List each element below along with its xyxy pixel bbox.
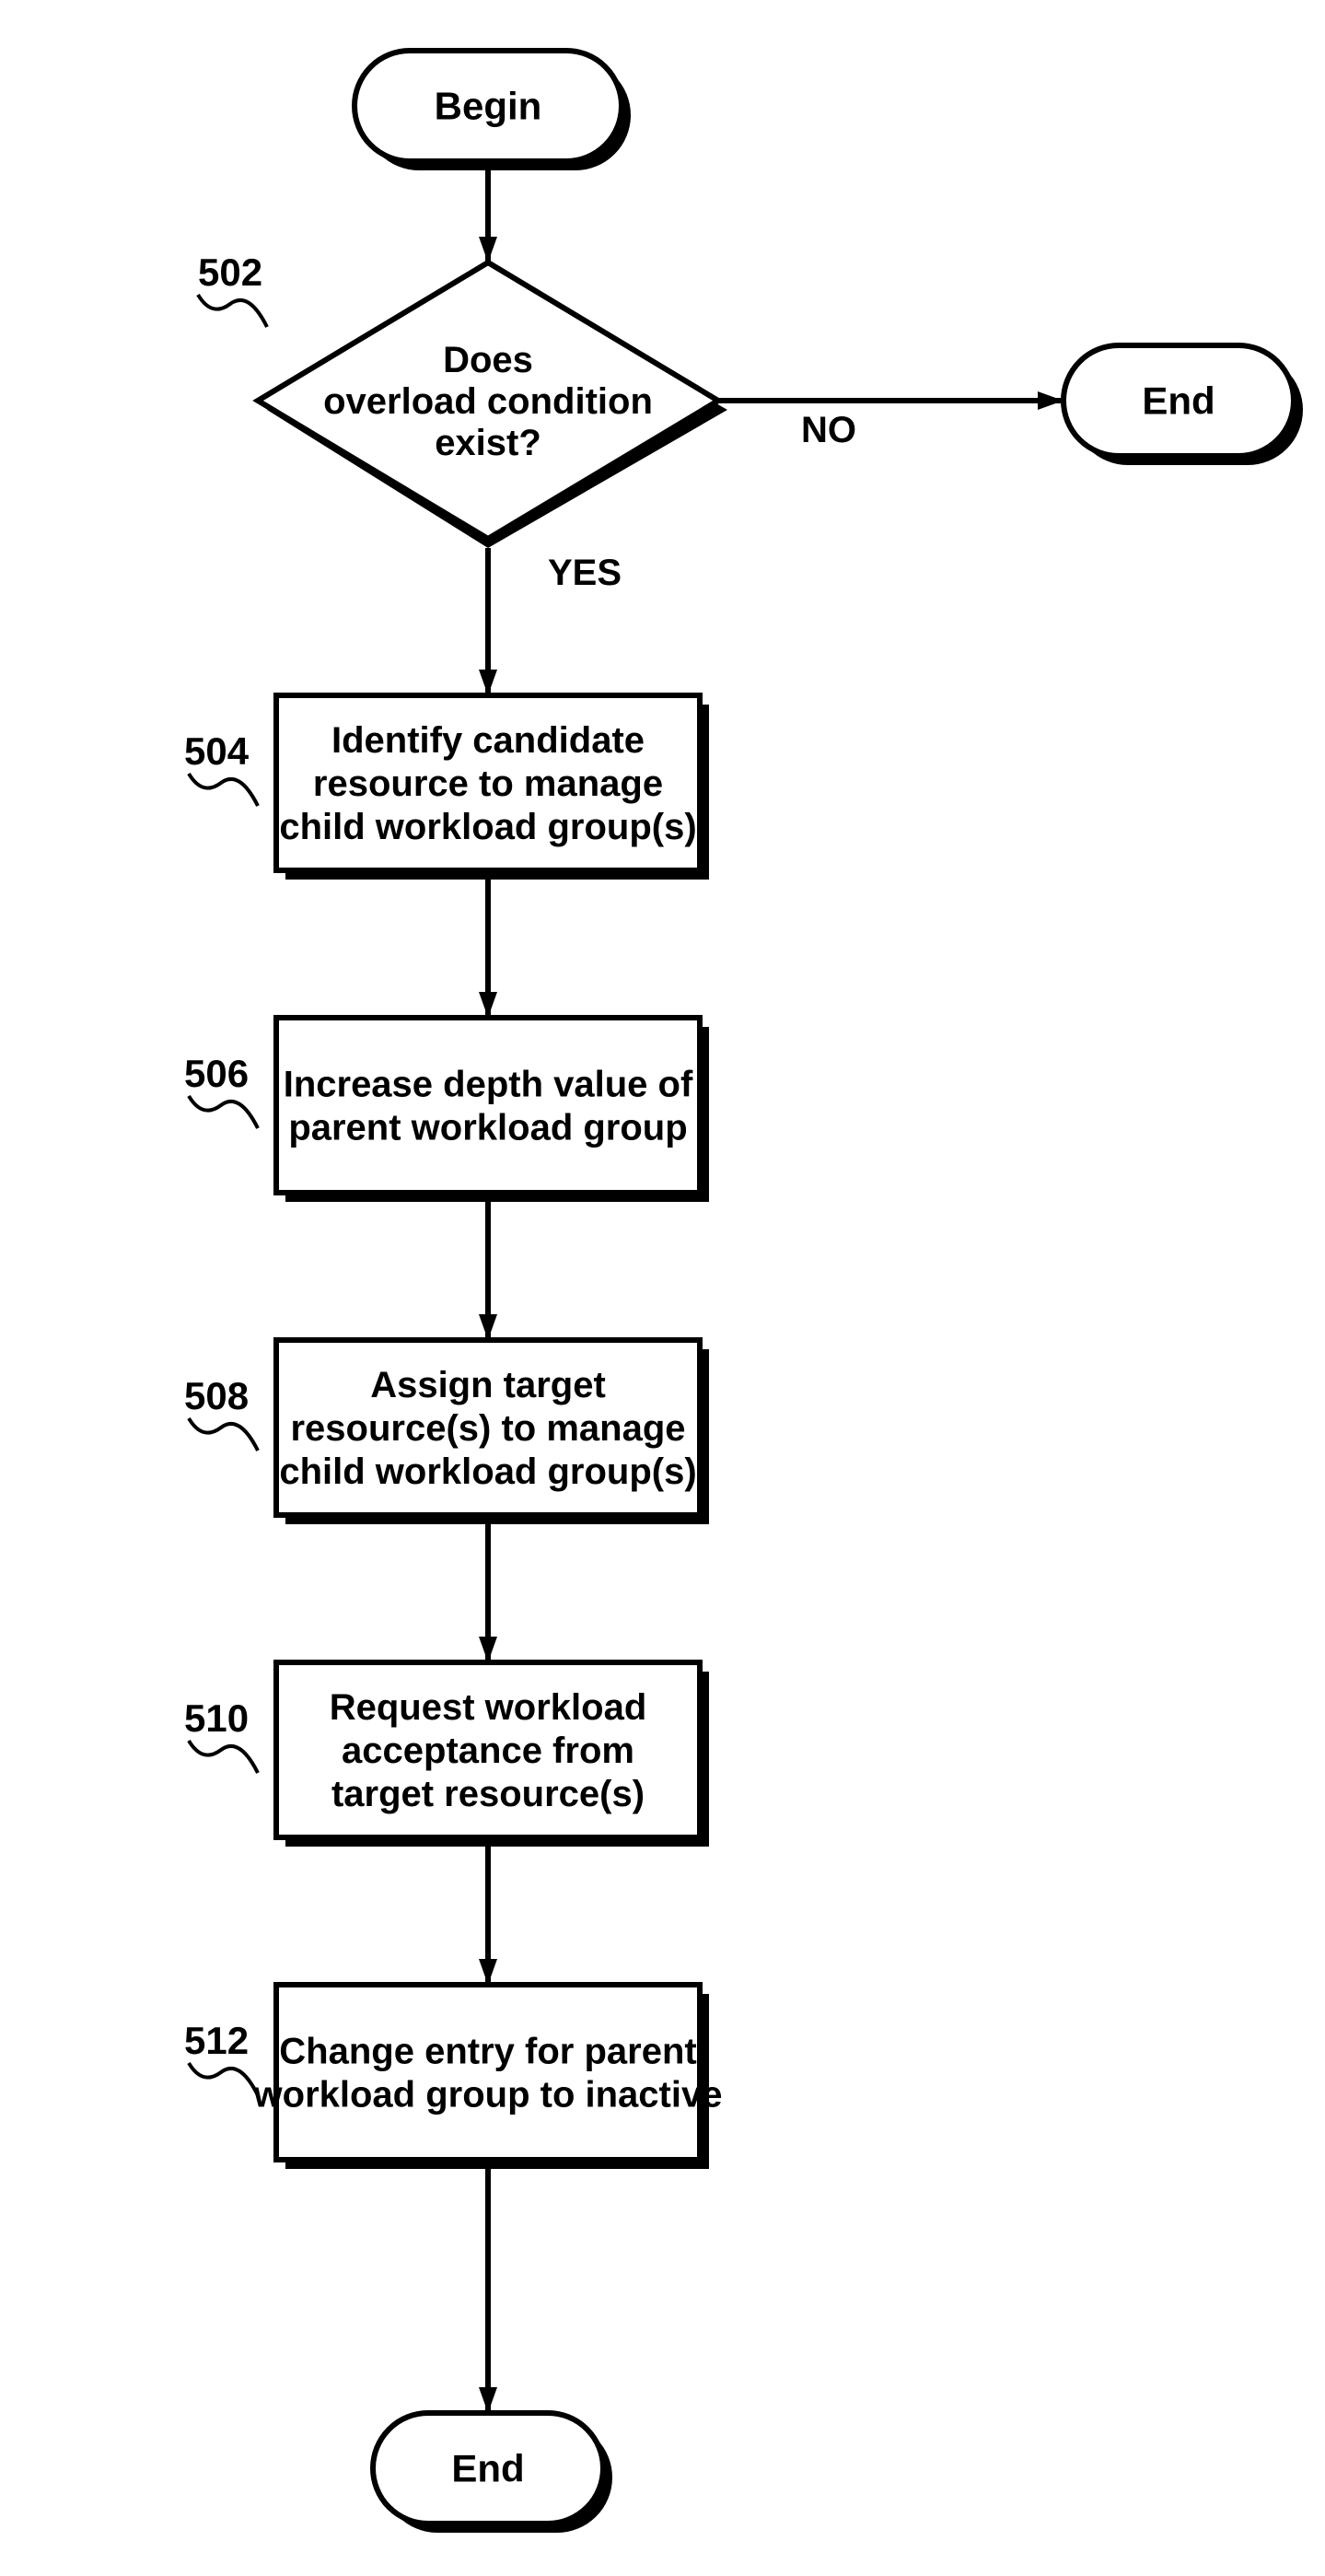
svg-text:NO: NO xyxy=(801,410,856,450)
svg-text:parent workload group: parent workload group xyxy=(288,1108,687,1148)
svg-text:resource to manage: resource to manage xyxy=(313,763,663,804)
svg-text:workload group to inactive: workload group to inactive xyxy=(253,2075,723,2116)
svg-text:acceptance from: acceptance from xyxy=(342,1731,634,1771)
svg-text:YES: YES xyxy=(548,553,622,593)
svg-text:End: End xyxy=(451,2447,524,2490)
svg-text:Begin: Begin xyxy=(435,85,542,128)
svg-text:Request workload: Request workload xyxy=(330,1687,647,1728)
svg-text:resource(s) to manage: resource(s) to manage xyxy=(290,1408,685,1449)
svg-text:512: 512 xyxy=(184,2019,249,2062)
svg-text:End: End xyxy=(1142,379,1215,423)
svg-text:Assign target: Assign target xyxy=(370,1365,606,1405)
svg-text:target resource(s): target resource(s) xyxy=(331,1774,645,1814)
svg-text:504: 504 xyxy=(184,729,250,773)
svg-text:508: 508 xyxy=(184,1374,249,1417)
svg-text:Increase depth value of: Increase depth value of xyxy=(284,1064,693,1104)
svg-text:exist?: exist? xyxy=(435,423,541,463)
svg-text:child workload group(s): child workload group(s) xyxy=(279,1451,696,1492)
svg-text:510: 510 xyxy=(184,1696,249,1740)
svg-text:506: 506 xyxy=(184,1052,249,1095)
svg-text:child workload group(s): child workload group(s) xyxy=(279,807,696,847)
svg-text:Identify candidate: Identify candidate xyxy=(331,720,645,761)
svg-text:502: 502 xyxy=(198,251,262,294)
svg-text:overload condition: overload condition xyxy=(323,381,653,422)
svg-text:Does: Does xyxy=(443,340,533,380)
svg-text:Change entry for parent: Change entry for parent xyxy=(279,2031,696,2071)
